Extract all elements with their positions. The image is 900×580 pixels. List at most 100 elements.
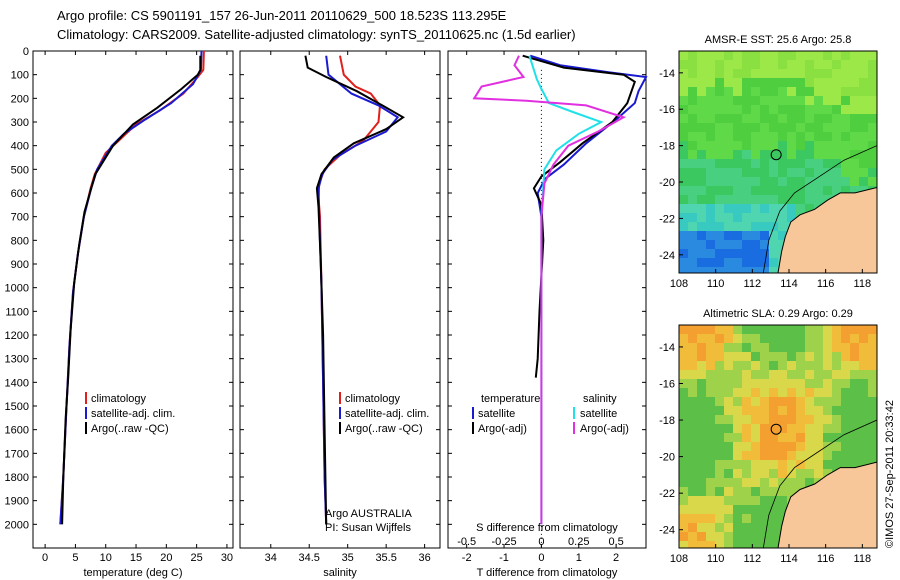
map-cell bbox=[850, 51, 860, 61]
map-cell bbox=[733, 195, 743, 205]
map-cell bbox=[679, 379, 689, 389]
map-cell bbox=[742, 186, 752, 196]
map-cell bbox=[724, 186, 734, 196]
x-tick-label: 30 bbox=[221, 552, 233, 564]
map-cell bbox=[751, 334, 761, 344]
map-cell bbox=[814, 186, 824, 196]
map-cell bbox=[787, 442, 797, 452]
map-cell bbox=[760, 532, 770, 542]
map-cell bbox=[688, 213, 698, 223]
map-cell bbox=[688, 78, 698, 88]
depth-tick-label: 1300 bbox=[5, 354, 29, 366]
map-cell bbox=[679, 514, 689, 524]
map-cell bbox=[751, 361, 761, 371]
map-cell bbox=[859, 361, 869, 371]
map-cell bbox=[733, 87, 743, 97]
map-cell bbox=[688, 240, 698, 250]
map-cell bbox=[823, 325, 833, 335]
map-cell bbox=[841, 334, 851, 344]
map-cell bbox=[697, 496, 707, 506]
map-cell bbox=[715, 406, 725, 416]
map-cell bbox=[688, 433, 698, 443]
map-cell bbox=[823, 159, 833, 169]
map-cell bbox=[697, 532, 707, 542]
map-cell bbox=[796, 159, 806, 169]
map-cell bbox=[841, 168, 851, 178]
panel-salinity: 34 34.5 35 35.5 36 salinity climatology satelli… bbox=[239, 50, 441, 579]
map-cell bbox=[778, 424, 788, 434]
map-cell bbox=[751, 541, 761, 548]
map-cell bbox=[733, 213, 743, 223]
map-cell bbox=[706, 496, 716, 506]
map-cell bbox=[805, 96, 815, 106]
lon-tick-label: 108 bbox=[670, 278, 688, 290]
map-cell bbox=[679, 361, 689, 371]
map-cell bbox=[805, 195, 815, 205]
map-cell bbox=[769, 442, 779, 452]
map-cell bbox=[688, 505, 698, 515]
map-cell bbox=[742, 343, 752, 353]
map-cell bbox=[760, 406, 770, 416]
map-cell bbox=[697, 541, 707, 548]
map-cell bbox=[814, 343, 824, 353]
map-cell bbox=[859, 451, 869, 461]
map-cell bbox=[823, 123, 833, 133]
map-frame bbox=[678, 324, 878, 549]
map-cell bbox=[697, 397, 707, 407]
map-cell bbox=[778, 388, 788, 398]
map-cell bbox=[769, 415, 779, 425]
map-cell bbox=[715, 78, 725, 88]
map-cell bbox=[832, 325, 842, 335]
map-cell bbox=[778, 231, 788, 241]
map-cell bbox=[805, 433, 815, 443]
map-cell bbox=[751, 505, 761, 515]
map-cell bbox=[850, 397, 860, 407]
map-cell bbox=[751, 406, 761, 416]
map-cell bbox=[868, 451, 877, 461]
depth-tick-label: 2000 bbox=[5, 519, 29, 531]
map-cell bbox=[706, 105, 716, 115]
map-cell bbox=[679, 141, 689, 151]
map-cell bbox=[724, 532, 734, 542]
map-cell bbox=[697, 177, 707, 187]
map-cell bbox=[760, 352, 770, 362]
map-cell bbox=[742, 51, 752, 61]
map-cell bbox=[679, 343, 689, 353]
map-cell bbox=[697, 258, 707, 268]
map-cell bbox=[706, 114, 716, 124]
map-cell bbox=[796, 388, 806, 398]
map-cell bbox=[769, 460, 779, 470]
map-cell bbox=[697, 114, 707, 124]
map-cell bbox=[868, 141, 877, 151]
map-cell bbox=[742, 460, 752, 470]
map-cell bbox=[796, 325, 806, 335]
map-cell bbox=[751, 132, 761, 142]
map-cell bbox=[697, 150, 707, 160]
legend-label: temperature bbox=[481, 393, 540, 405]
map-cell bbox=[733, 451, 743, 461]
map-cell bbox=[814, 325, 824, 335]
map-cell bbox=[769, 114, 779, 124]
map-cell bbox=[733, 123, 743, 133]
map-cell bbox=[787, 141, 797, 151]
map-cell bbox=[760, 168, 770, 178]
map-cell bbox=[733, 532, 743, 542]
map-cell bbox=[868, 343, 877, 353]
map-cell bbox=[868, 168, 877, 178]
map-cell bbox=[832, 78, 842, 88]
map-cell bbox=[697, 343, 707, 353]
map-cell bbox=[787, 60, 797, 70]
depth-tick-label: 900 bbox=[11, 259, 29, 271]
map-cell bbox=[733, 132, 743, 142]
map-cell bbox=[706, 222, 716, 232]
map-cell bbox=[823, 132, 833, 142]
map-cell bbox=[742, 370, 752, 380]
map-cell bbox=[832, 60, 842, 70]
map-cell bbox=[715, 186, 725, 196]
map-cell bbox=[697, 78, 707, 88]
map-cell bbox=[742, 123, 752, 133]
map-cell bbox=[679, 532, 689, 542]
map-cell bbox=[706, 361, 716, 371]
map-cell bbox=[688, 487, 698, 497]
map-cell bbox=[751, 150, 761, 160]
